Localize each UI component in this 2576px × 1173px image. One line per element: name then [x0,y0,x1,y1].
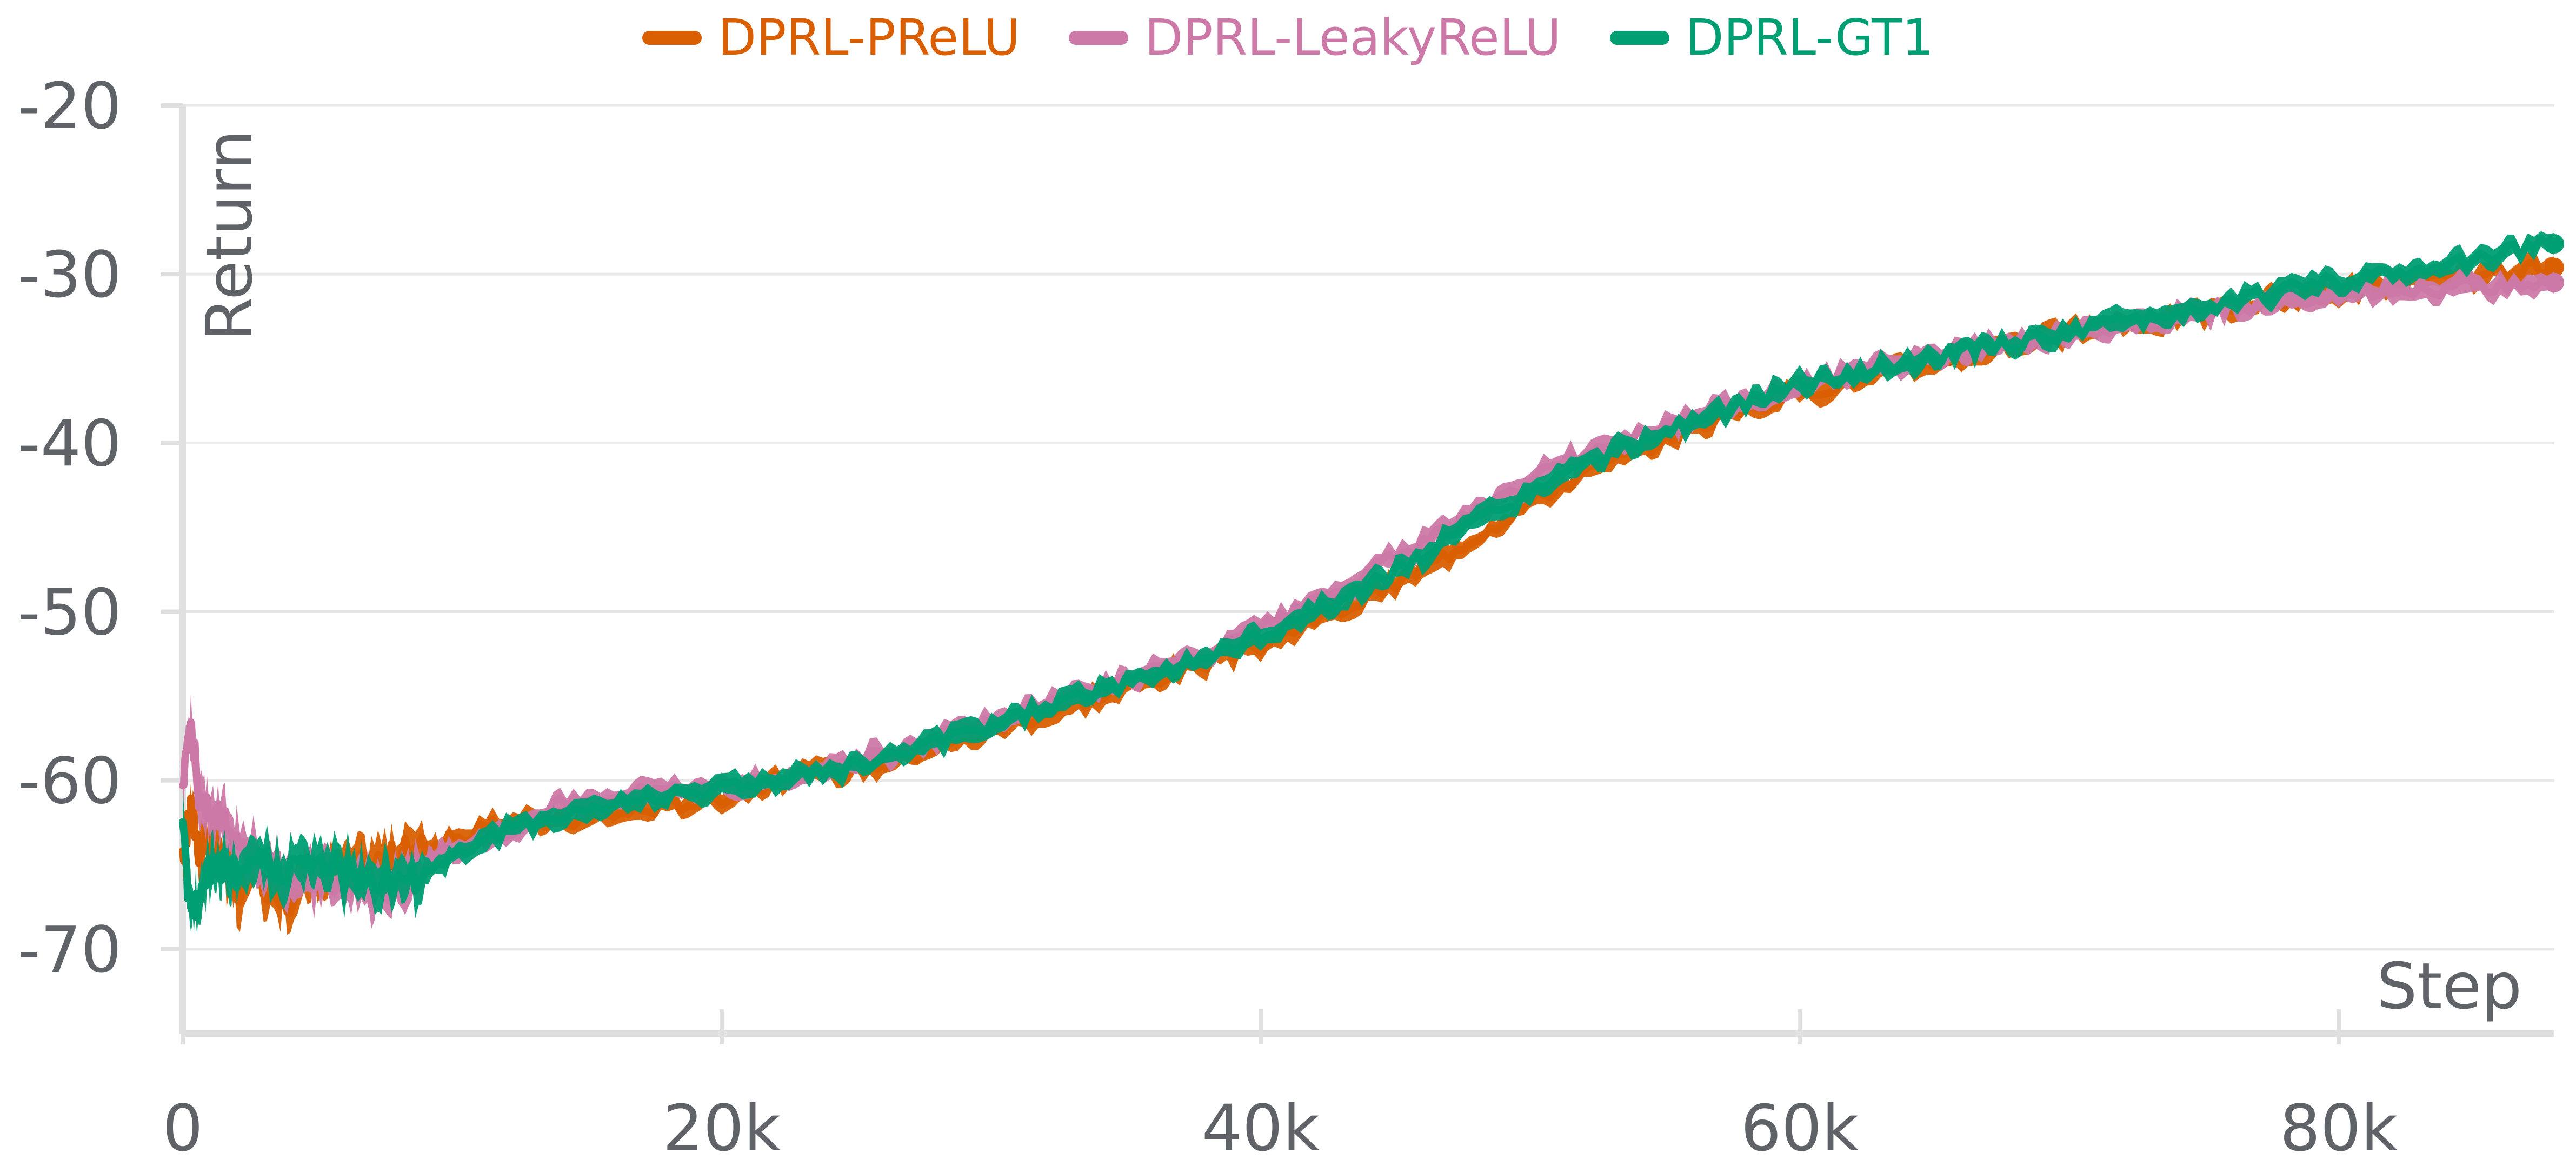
series-dprl-prelu [179,250,2564,935]
y-tick-labels: -20 -30 -40 -50 -60 -70 [17,69,122,987]
legend-label-leakyrelu: DPRL-LeakyReLU [1144,9,1561,66]
legend-item-leakyrelu[interactable]: DPRL-LeakyReLU [1069,13,1561,63]
y-tick-label: -60 [17,744,122,818]
series-end-point[interactable] [2545,272,2564,292]
legend: DPRL-PReLU DPRL-LeakyReLU DPRL-GT1 [0,0,2576,76]
series-dprl-gt1 [179,231,2564,934]
legend-swatch-prelu [642,31,702,45]
y-tick-label: -50 [17,575,122,650]
legend-swatch-gt1 [1609,31,1669,45]
x-tick-label: 40k [1202,1091,1320,1165]
series-end-point[interactable] [2545,234,2564,254]
legend-label-prelu: DPRL-PReLU [718,9,1021,66]
series-layer [179,231,2564,935]
grid-lines [161,103,2554,1044]
legend-label-gt1: DPRL-GT1 [1685,9,1934,66]
x-tick-label: 0 [162,1091,203,1165]
legend-item-prelu[interactable]: DPRL-PReLU [642,13,1020,63]
y-tick-label: -40 [17,406,122,481]
x-tick-labels: 0 20k 40k 60k 80k [162,1091,2398,1165]
y-axis-title: Return [192,130,267,342]
series-line[interactable] [179,235,2558,921]
legend-swatch-leakyrelu [1069,31,1129,45]
y-tick-label: -70 [17,912,122,987]
x-tick-label: 20k [663,1091,781,1165]
series-end-point[interactable] [2545,257,2564,277]
x-axis-title: Step [2377,949,2522,1023]
legend-item-gt1[interactable]: DPRL-GT1 [1609,9,1934,66]
x-tick-label: 80k [2280,1091,2398,1165]
x-tick-label: 60k [1741,1091,1859,1165]
y-tick-label: -20 [17,69,122,143]
y-tick-label: -30 [17,237,122,312]
